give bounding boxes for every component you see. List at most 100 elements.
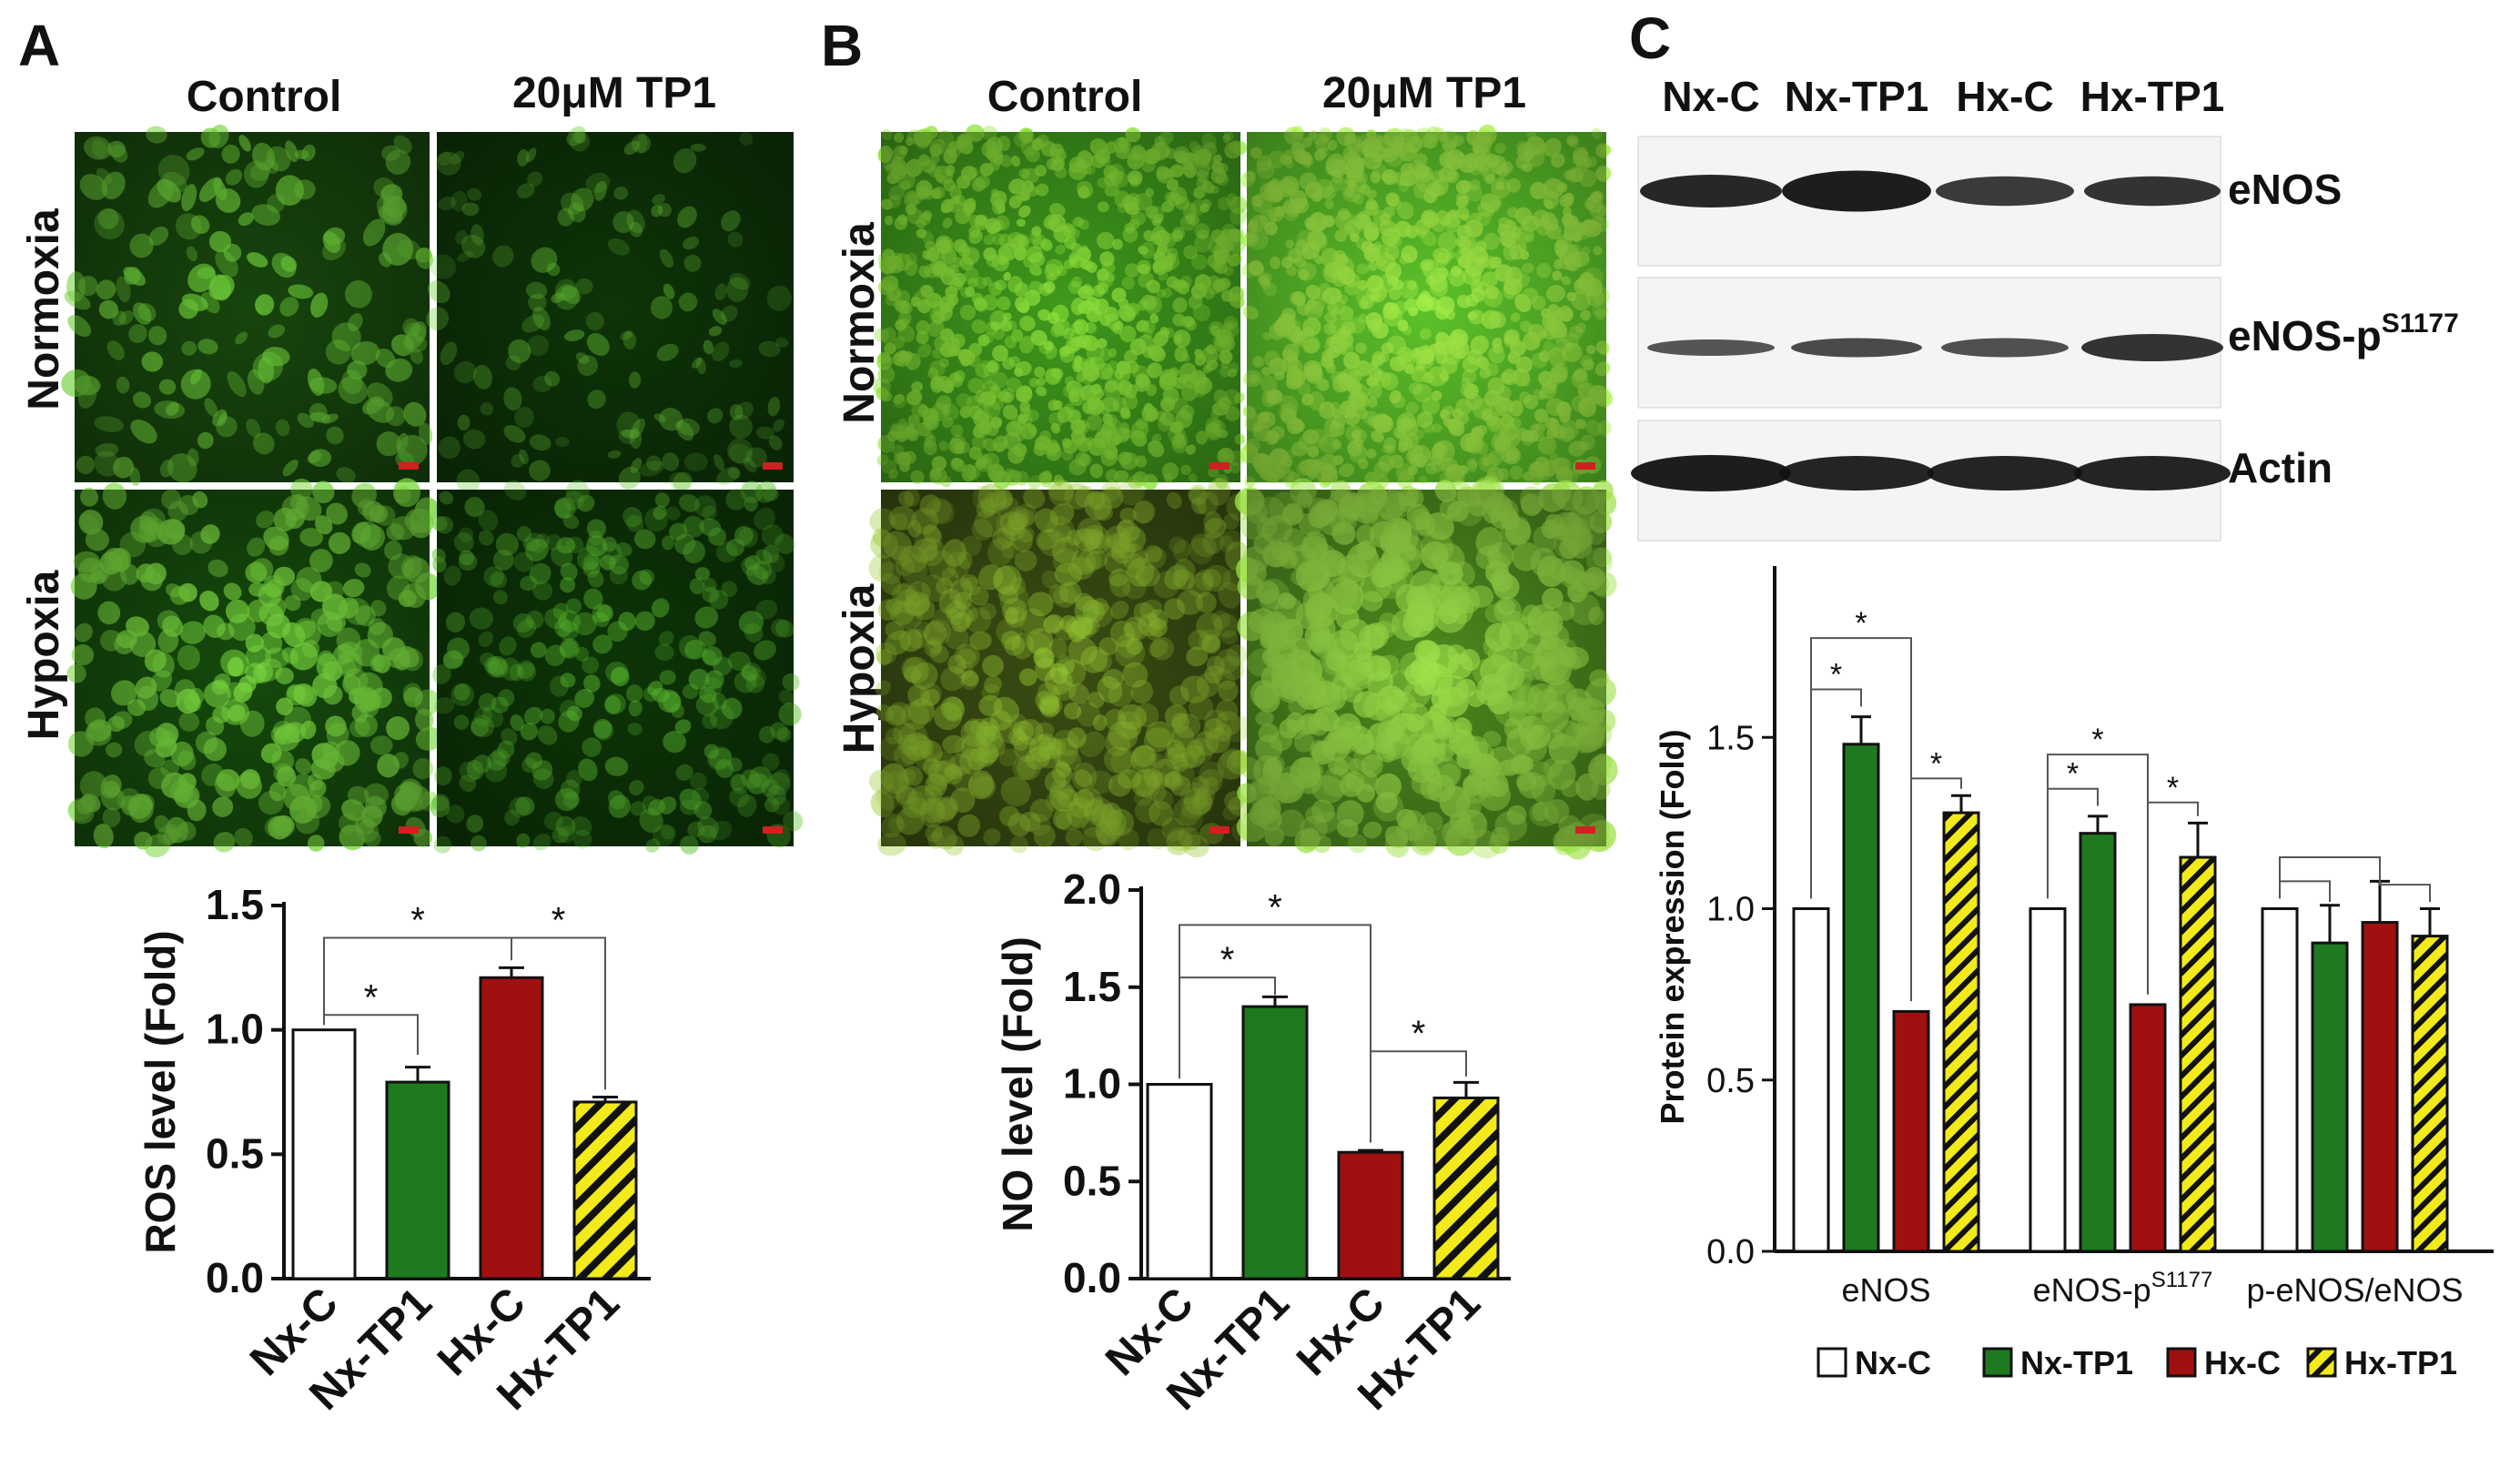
micrograph-b-hypoxia-tp1 bbox=[1234, 476, 1618, 860]
significance-star: * bbox=[552, 901, 566, 941]
x-group-label: p-eNOS/eNOS bbox=[2246, 1271, 2463, 1309]
significance-bracket bbox=[511, 936, 606, 1090]
significance-star: * bbox=[2091, 723, 2103, 757]
y-tick-label: 1.0 bbox=[206, 1006, 264, 1053]
y-tick-label: 1.0 bbox=[1706, 891, 1755, 929]
panel-a-letter: A bbox=[18, 13, 60, 78]
y-tick-label: 1.5 bbox=[206, 881, 264, 928]
bar bbox=[1892, 1009, 1930, 1253]
y-axis-label: Protein expression (Fold) bbox=[1654, 729, 1691, 1124]
bar bbox=[1792, 907, 1830, 1253]
micrograph-vignette bbox=[881, 132, 1240, 482]
blot-label-enos-p: eNOS-pS1177 bbox=[2228, 309, 2459, 359]
chart-c-protein-expression: 0.0 0.5 1.0 1.5 Protein expression (Fold) eNO… bbox=[1654, 566, 2494, 1309]
western-blot-enos bbox=[1637, 136, 2221, 267]
blot-lane-label-hx-c: Hx-C bbox=[1956, 73, 2053, 120]
bar bbox=[2179, 855, 2217, 1253]
blot-band bbox=[1640, 175, 1782, 207]
micrograph-vignette bbox=[75, 490, 430, 846]
blot-lane-label-nx-tp1: Nx-TP1 bbox=[1785, 73, 1928, 120]
micrograph-a-hypoxia-tp1 bbox=[430, 480, 804, 855]
blot-band bbox=[2084, 176, 2221, 207]
panel-a: A Control 20μM TP1 Normoxia Hypoxia 0.0 0… bbox=[18, 13, 804, 1420]
micrograph-vignette bbox=[75, 132, 430, 482]
y-tick-label: 0.5 bbox=[206, 1129, 264, 1177]
legend-swatch bbox=[2166, 1347, 2197, 1378]
micrograph-vignette bbox=[437, 490, 794, 846]
bar bbox=[385, 1080, 450, 1280]
y-axis-label: ROS level (Fold) bbox=[137, 930, 184, 1253]
significance-star: * bbox=[1855, 606, 1867, 641]
significance-star: * bbox=[364, 977, 379, 1017]
western-blot-enos-p bbox=[1637, 277, 2223, 409]
blot-lane-label-nx-c: Nx-C bbox=[1662, 73, 1759, 120]
bar bbox=[1337, 1150, 1404, 1280]
bar bbox=[2029, 907, 2067, 1253]
micrograph-vignette bbox=[437, 132, 794, 482]
panel-b-row-label-hypoxia: Hypoxia bbox=[835, 583, 884, 754]
panel-b-row-label-normoxia: Normoxia bbox=[835, 222, 884, 424]
legend-swatch bbox=[1817, 1347, 1847, 1378]
panel-b-col-label-control: Control bbox=[987, 73, 1143, 121]
micrograph-b-hypoxia-control bbox=[868, 478, 1253, 858]
bar bbox=[479, 976, 544, 1280]
western-blot-actin bbox=[1631, 420, 2231, 541]
significance-star: * bbox=[2067, 757, 2079, 792]
blot-band bbox=[1647, 339, 1775, 356]
significance-star: * bbox=[2167, 771, 2179, 805]
chart-c-legend: Nx-C Nx-TP1 Hx-C Hx-TP1 bbox=[1817, 1344, 2457, 1381]
panel-b-col-label-tp1: 20μM TP1 bbox=[1322, 69, 1526, 117]
scale-bar bbox=[399, 462, 419, 470]
x-group-label-superscript: S1177 bbox=[2151, 1268, 2213, 1292]
significance-bracket bbox=[2279, 880, 2331, 902]
micrograph-a-normoxia-tp1 bbox=[426, 126, 794, 493]
legend-swatch bbox=[2306, 1347, 2337, 1378]
significance-star: * bbox=[410, 901, 425, 941]
scale-bar bbox=[1209, 826, 1230, 834]
significance-star: * bbox=[1930, 746, 1942, 781]
y-tick-label: 0.5 bbox=[1063, 1157, 1121, 1204]
y-tick-label: 1.0 bbox=[1063, 1060, 1121, 1108]
scale-bar bbox=[1575, 462, 1595, 470]
blot-lane-label-hx-tp1: Hx-TP1 bbox=[2080, 73, 2224, 120]
y-tick-label: 0.0 bbox=[1706, 1233, 1755, 1271]
bar bbox=[291, 1028, 357, 1280]
micrograph-vignette bbox=[1247, 490, 1606, 846]
legend-label: Hx-C bbox=[2204, 1344, 2281, 1381]
panel-c: C Nx-C Nx-TP1 Hx-C Hx-TP1 eNOS eNOS-pS11… bbox=[1629, 5, 2494, 1381]
legend-swatch bbox=[1982, 1347, 2013, 1378]
significance-star: * bbox=[1830, 658, 1842, 693]
scale-bar bbox=[763, 462, 783, 470]
micrograph-a-hypoxia-control bbox=[66, 478, 442, 858]
blot-label-actin: Actin bbox=[2228, 444, 2333, 491]
blot-band bbox=[1936, 176, 2074, 207]
x-group-label: eNOS bbox=[1841, 1271, 1930, 1309]
legend-label: Nx-C bbox=[1855, 1344, 1931, 1381]
panel-a-col-label-tp1: 20μM TP1 bbox=[512, 69, 716, 117]
bar bbox=[1842, 743, 1880, 1253]
bar bbox=[2411, 935, 2449, 1253]
x-group-label-text: eNOS-p bbox=[2033, 1271, 2151, 1309]
bar bbox=[1942, 811, 1980, 1253]
panel-a-row-label-hypoxia: Hypoxia bbox=[20, 570, 68, 740]
panel-a-row-label-normoxia: Normoxia bbox=[20, 208, 68, 410]
significance-star: * bbox=[1220, 940, 1235, 980]
x-group-label: eNOS-pS1177 bbox=[2033, 1268, 2213, 1309]
y-axis-label: NO level (Fold) bbox=[994, 936, 1041, 1232]
blot-label-enos: eNOS bbox=[2228, 166, 2342, 213]
blot-band bbox=[1791, 338, 1922, 358]
y-tick-label: 2.0 bbox=[1063, 865, 1121, 913]
blot-band bbox=[2081, 334, 2223, 361]
panel-b-letter: B bbox=[821, 13, 863, 78]
blot-band bbox=[2074, 456, 2231, 491]
blot-band bbox=[1941, 338, 2069, 358]
y-tick-label: 1.5 bbox=[1706, 719, 1755, 757]
micrograph-a-normoxia-control bbox=[61, 124, 434, 486]
bar bbox=[2079, 832, 2117, 1253]
panel-c-letter: C bbox=[1629, 5, 1671, 71]
bar bbox=[1241, 1005, 1309, 1280]
micrograph-b-normoxia-tp1 bbox=[1240, 124, 1614, 489]
panel-b: B Control 20μM TP1 Normoxia Hypoxia 0.0 0… bbox=[821, 13, 1618, 1420]
